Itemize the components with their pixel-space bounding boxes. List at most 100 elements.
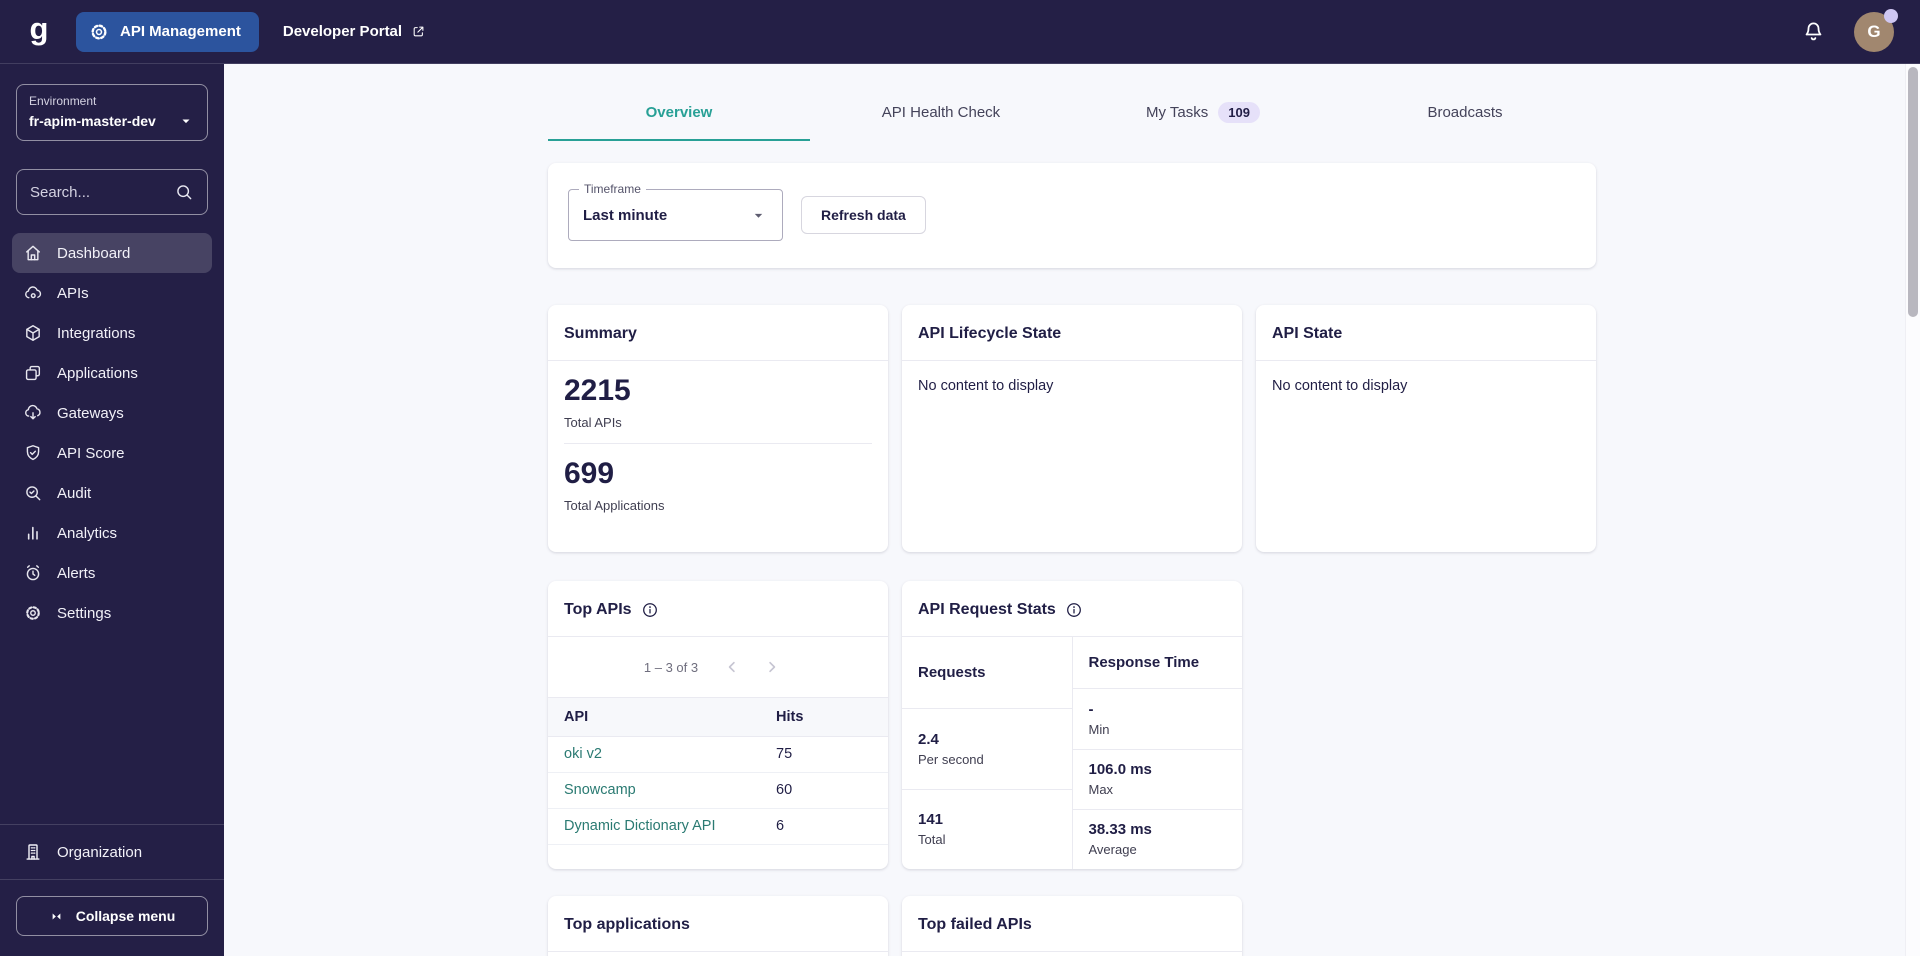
sidebar-item-label: Audit (57, 484, 92, 502)
cloud-icon (23, 283, 43, 303)
sidebar-item-gateways[interactable]: Gateways (12, 393, 212, 433)
stat-label: Max (1088, 782, 1114, 798)
api-link[interactable]: oki v2 (564, 746, 602, 762)
sidebar-item-audit[interactable]: Audit (12, 473, 212, 513)
paginator-next-button[interactable] (752, 647, 792, 687)
hits-value: 60 (776, 782, 793, 798)
top-failed-apis-card: Top failed APIs (902, 896, 1242, 956)
tab-broadcasts[interactable]: Broadcasts (1334, 88, 1596, 141)
card-title: Summary (564, 325, 637, 342)
table-row: Snowcamp 60 (548, 773, 888, 809)
building-icon (23, 842, 43, 862)
sidebar-spacer (0, 633, 224, 824)
card-title: API Request Stats (918, 601, 1056, 618)
requests-column: Requests 2.4 Per second 141 Total (902, 637, 1073, 869)
info-icon[interactable] (1065, 601, 1083, 619)
refresh-data-button[interactable]: Refresh data (801, 196, 926, 234)
info-icon[interactable] (641, 601, 659, 619)
search-input[interactable] (30, 183, 166, 201)
alarm-icon (23, 563, 43, 583)
main-content: Overview API Health Check My Tasks 109 B… (224, 64, 1920, 956)
environment-label: Environment (29, 94, 97, 108)
stat-value: 2215 (564, 374, 631, 407)
gear-icon (23, 603, 43, 623)
sidebar-item-label: Gateways (57, 404, 124, 422)
cube-icon (23, 323, 43, 343)
api-link[interactable]: Snowcamp (564, 782, 636, 798)
tab-overview[interactable]: Overview (548, 88, 810, 141)
chevron-down-icon (177, 112, 195, 130)
stat-value: 38.33 ms (1088, 821, 1152, 839)
chevron-left-icon (722, 657, 742, 677)
topbar: g API Management Developer Portal G (0, 0, 1920, 64)
hits-value: 75 (776, 746, 793, 762)
sidebar-item-settings[interactable]: Settings (12, 593, 212, 633)
tab-label: Overview (645, 104, 713, 121)
sidebar-item-api-score[interactable]: API Score (12, 433, 212, 473)
divider (0, 824, 224, 825)
paginator-prev-button[interactable] (712, 647, 752, 687)
paginator-range: 1 – 3 of 3 (643, 659, 699, 675)
timeframe-value: Last minute (583, 206, 668, 224)
stat-label: Total Applications (564, 498, 665, 513)
api-link[interactable]: Dynamic Dictionary API (564, 818, 716, 834)
card-title: API Lifecycle State (918, 325, 1062, 342)
column-header-api: API (564, 709, 589, 725)
stat-label: Per second (918, 751, 984, 767)
api-lifecycle-state-card: API Lifecycle State No content to displa… (902, 305, 1242, 552)
empty-message: No content to display (918, 378, 1054, 394)
sidebar-item-applications[interactable]: Applications (12, 353, 212, 393)
divider (0, 879, 224, 880)
sidebar-item-integrations[interactable]: Integrations (12, 313, 212, 353)
notifications-button[interactable] (1801, 19, 1826, 44)
sidebar-item-label: Dashboard (57, 244, 131, 262)
requests-total: 141 Total (902, 788, 1072, 869)
api-management-button[interactable]: API Management (76, 11, 259, 52)
sidebar-item-dashboard[interactable]: Dashboard (12, 233, 212, 273)
response-time-max: 106.0 ms Max (1072, 748, 1242, 809)
table-header: API Hits (548, 698, 888, 737)
user-avatar[interactable]: G (1854, 8, 1898, 52)
sidebar-item-apis[interactable]: APIs (12, 273, 212, 313)
table-row: oki v2 75 (548, 737, 888, 773)
stat-label: Min (1088, 721, 1110, 737)
card-title: API State (1272, 325, 1343, 342)
stat-value: 2.4 (918, 730, 939, 748)
stat-label: Average (1088, 842, 1137, 858)
vertical-scrollbar[interactable] (1905, 64, 1920, 956)
timeframe-select[interactable]: Timeframe Last minute (568, 182, 783, 241)
column-header-requests: Requests (918, 664, 986, 682)
scrollbar-thumb[interactable] (1908, 67, 1918, 317)
stat-label: Total APIs (564, 415, 622, 430)
stat-value: 106.0 ms (1088, 761, 1152, 779)
paginator: 1 – 3 of 3 (548, 637, 888, 698)
card-title: Top applications (564, 916, 690, 933)
sidebar-item-alerts[interactable]: Alerts (12, 553, 212, 593)
empty-message: No content to display (1272, 378, 1408, 394)
sidebar-item-organization[interactable]: Organization (0, 825, 224, 879)
table-row: Dynamic Dictionary API 6 (548, 809, 888, 845)
response-time-min: - Min (1072, 688, 1242, 748)
external-link-icon (411, 24, 426, 39)
collapse-arrows-icon (49, 909, 64, 924)
sidebar-search (16, 169, 208, 215)
tab-my-tasks[interactable]: My Tasks 109 (1072, 88, 1334, 141)
developer-portal-link[interactable]: Developer Portal (283, 23, 426, 40)
sidebar-nav: Dashboard APIs Integrations Applications… (12, 233, 212, 633)
windows-stack-icon (23, 363, 43, 383)
environment-select[interactable]: Environment fr-apim-master-dev (16, 84, 208, 141)
requests-per-second: 2.4 Per second (902, 708, 1072, 788)
sidebar: Environment fr-apim-master-dev Dashboard… (0, 64, 224, 956)
summary-card: Summary 2215 Total APIs 699 Total Applic… (548, 305, 888, 552)
collapse-menu-button[interactable]: Collapse menu (16, 896, 208, 936)
card-title: Top failed APIs (918, 916, 1032, 933)
stat-label: Total (918, 832, 946, 848)
tab-api-health-check[interactable]: API Health Check (810, 88, 1072, 141)
search-icon (174, 182, 194, 202)
total-applications-stat: 699 Total Applications (564, 444, 872, 526)
sidebar-item-analytics[interactable]: Analytics (12, 513, 212, 553)
avatar-initial: G (1867, 21, 1881, 41)
developer-portal-label: Developer Portal (282, 23, 403, 40)
empty-grid-cell (1256, 896, 1596, 956)
tab-label: Broadcasts (1427, 104, 1503, 121)
